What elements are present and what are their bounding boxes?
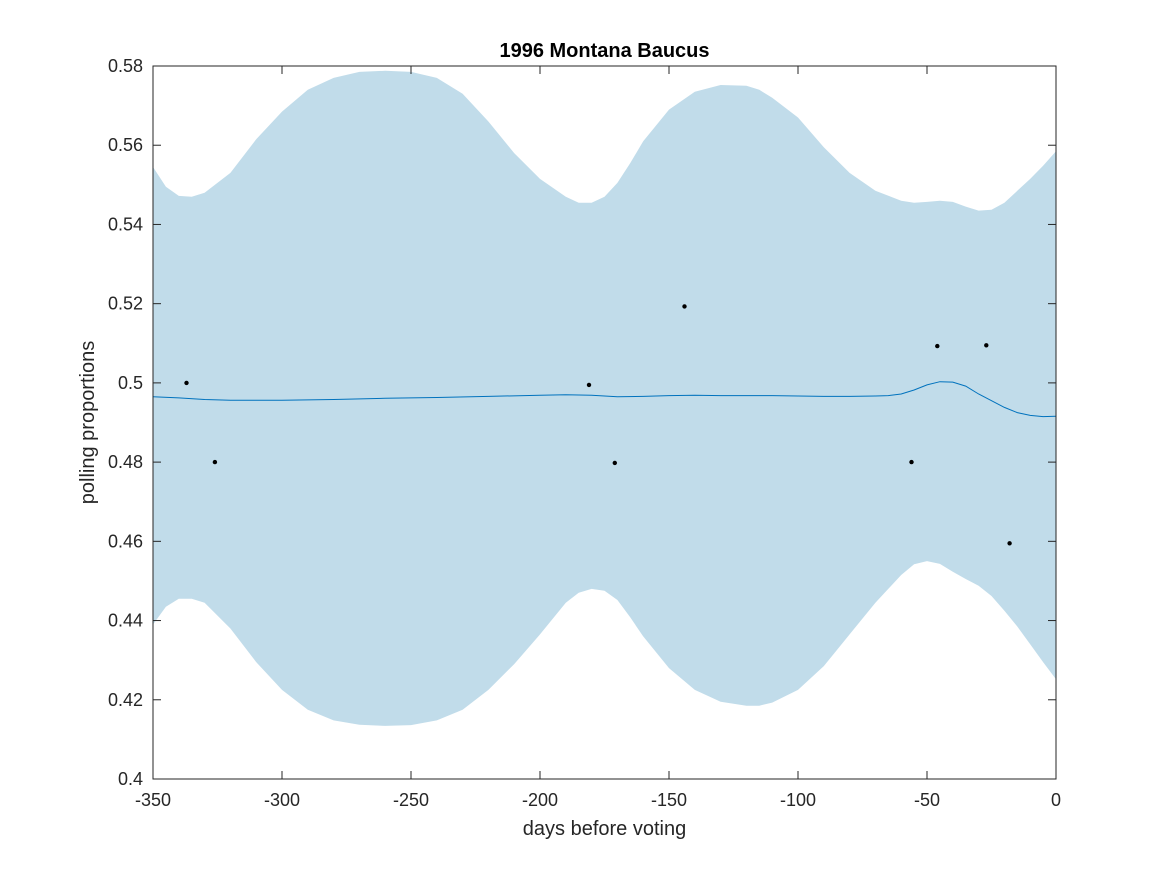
- poll-point: [682, 304, 687, 309]
- axes-box: [152, 65, 1057, 780]
- x-axis-label: days before voting: [523, 818, 686, 840]
- x-tick-label: -250: [393, 790, 429, 810]
- confidence-band: [153, 70, 1056, 726]
- poll-point: [935, 343, 940, 349]
- y-axis-label: polling proportions: [77, 341, 99, 504]
- y-tick-label: 0.44: [108, 611, 143, 631]
- x-tick-label: -100: [780, 790, 816, 810]
- poll-point: [586, 382, 592, 388]
- x-tick-label: -350: [135, 790, 171, 810]
- poll-point: [1007, 541, 1012, 546]
- mean-line-0: [152, 381, 1057, 418]
- chart-title: 1996 Montana Baucus: [499, 40, 709, 62]
- y-tick-label: 0.4: [118, 769, 143, 789]
- poll-point: [612, 460, 617, 466]
- x-tick-label: -300: [264, 790, 300, 810]
- x-tick-label: -200: [522, 790, 558, 810]
- poll-point: [184, 380, 189, 386]
- x-tick-label: -150: [651, 790, 687, 810]
- y-tick-label: 0.54: [108, 214, 143, 234]
- y-tick-label: 0.56: [108, 135, 143, 155]
- y-tick-label: 0.58: [108, 56, 143, 76]
- y-tick-label: 0.52: [108, 294, 143, 314]
- y-tick-label: 0.46: [108, 531, 143, 551]
- poll-point: [909, 459, 914, 465]
- poll-point: [212, 459, 218, 465]
- poll-point: [984, 343, 989, 348]
- x-tick-label: -50: [914, 790, 940, 810]
- y-tick-label: 0.42: [108, 690, 143, 710]
- x-tick-label: 0: [1051, 790, 1061, 810]
- y-tick-label: 0.5: [118, 373, 143, 393]
- y-tick-label: 0.48: [108, 452, 143, 472]
